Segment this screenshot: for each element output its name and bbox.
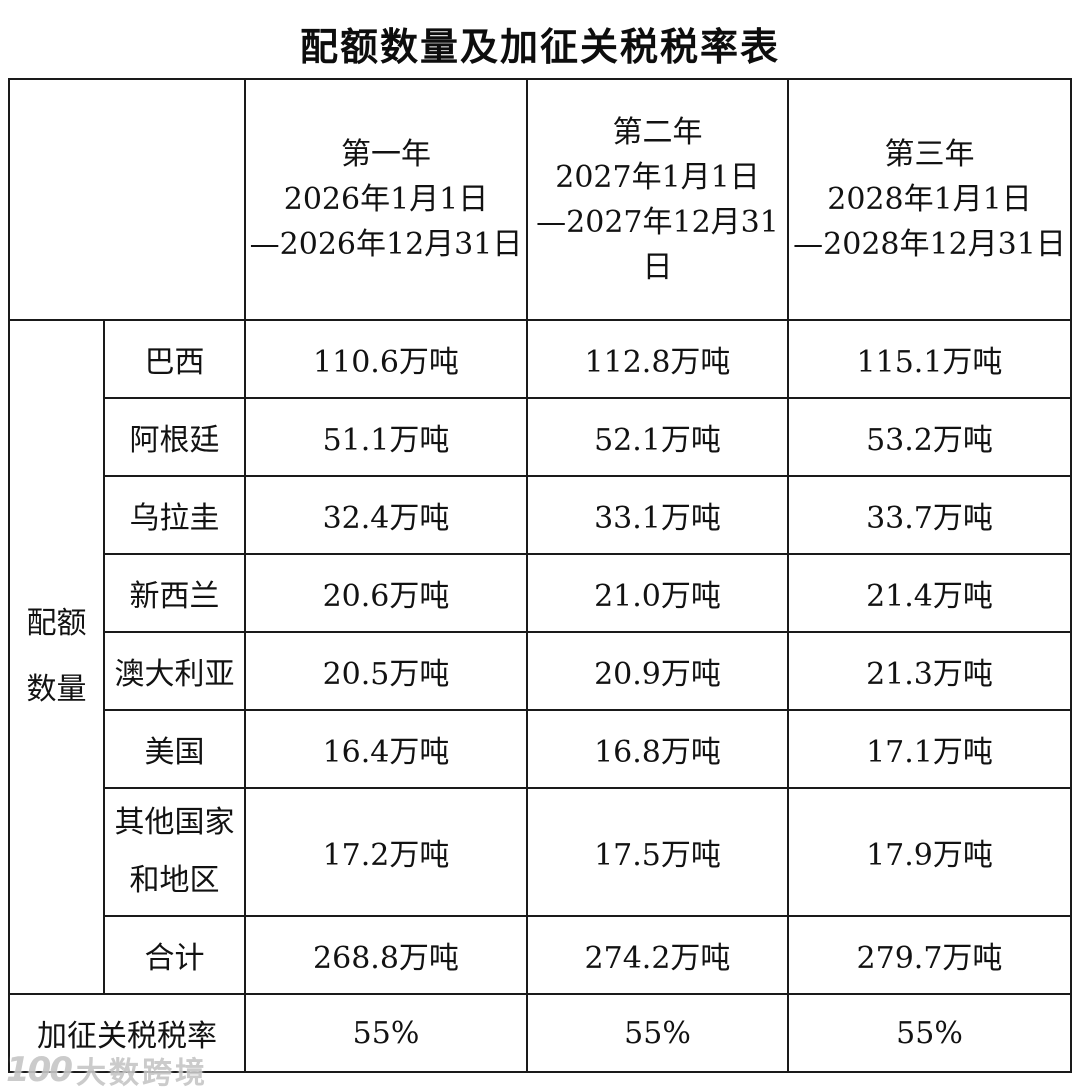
- value-cell-year1: 110.6万吨: [244, 319, 528, 399]
- country-cell: 乌拉圭: [103, 475, 246, 555]
- value-cell-year3: 33.7万吨: [787, 475, 1072, 555]
- table-row-total: 合计 268.8万吨 274.2万吨 279.7万吨: [9, 915, 1072, 995]
- value-cell-year2: 16.8万吨: [526, 709, 789, 789]
- value-cell-year2: 112.8万吨: [526, 319, 789, 399]
- page-title: 配额数量及加征关税税率表: [299, 25, 780, 69]
- value-cell-year1: 16.4万吨: [244, 709, 528, 789]
- value-cell-year1: 32.4万吨: [244, 475, 528, 555]
- country-cell: 其他国家 和地区: [103, 787, 246, 917]
- tariff-rate-label: 加征关税税率: [8, 993, 246, 1073]
- value-cell-year3: 21.3万吨: [787, 631, 1072, 711]
- table-row-australia: 澳大利亚 20.5万吨 20.9万吨 21.3万吨: [9, 631, 1072, 711]
- value-cell-year2: 274.2万吨: [526, 915, 789, 995]
- table-row-argentina: 阿根廷 51.1万吨 52.1万吨 53.2万吨: [9, 397, 1072, 477]
- value-cell-year1: 20.5万吨: [244, 631, 528, 711]
- country-cell: 澳大利亚: [103, 631, 246, 711]
- quota-group-label: 配额 数量: [8, 319, 105, 995]
- country-cell: 巴西: [103, 319, 246, 399]
- table-row-new-zealand: 新西兰 20.6万吨 21.0万吨 21.4万吨: [9, 553, 1072, 633]
- value-cell-year3: 53.2万吨: [787, 397, 1072, 477]
- table-row-brazil: 配额 数量 巴西 110.6万吨 112.8万吨 115.1万吨: [8, 319, 1072, 995]
- value-cell-year1: 51.1万吨: [244, 397, 528, 477]
- value-cell-year3: 21.4万吨: [787, 553, 1072, 633]
- table-row-usa: 美国 16.4万吨 16.8万吨 17.1万吨: [9, 709, 1072, 789]
- country-cell: 合计: [103, 915, 246, 995]
- header-year1-cell: 第一年 2026年1月1日 —2026年12月31日: [244, 78, 528, 321]
- quota-tariff-table: 第一年 2026年1月1日 —2026年12月31日 第二年 2027年1月1日…: [8, 78, 1072, 1073]
- table-header-row: 第一年 2026年1月1日 —2026年12月31日 第二年 2027年1月1日…: [8, 78, 1072, 321]
- value-cell-year3: 17.9万吨: [787, 787, 1072, 917]
- value-cell-year1: 20.6万吨: [244, 553, 528, 633]
- tariff-value-year3: 55%: [787, 993, 1072, 1073]
- value-cell-year3: 115.1万吨: [787, 319, 1072, 399]
- value-cell-year3: 279.7万吨: [787, 915, 1072, 995]
- table-row-uruguay: 乌拉圭 32.4万吨 33.1万吨 33.7万吨: [9, 475, 1072, 555]
- table-row-other-countries: 其他国家 和地区 17.2万吨 17.5万吨 17.9万吨: [9, 787, 1072, 917]
- country-cell: 新西兰: [103, 553, 246, 633]
- value-cell-year2: 17.5万吨: [526, 787, 789, 917]
- value-cell-year1: 268.8万吨: [244, 915, 528, 995]
- value-cell-year2: 20.9万吨: [526, 631, 789, 711]
- value-cell-year1: 17.2万吨: [244, 787, 528, 917]
- value-cell-year3: 17.1万吨: [787, 709, 1072, 789]
- tariff-value-year2: 55%: [526, 993, 789, 1073]
- country-cell: 阿根廷: [103, 397, 246, 477]
- tariff-value-year1: 55%: [244, 993, 528, 1073]
- value-cell-year2: 21.0万吨: [526, 553, 789, 633]
- header-corner-cell: [8, 78, 246, 321]
- header-year3-cell: 第三年 2028年1月1日 —2028年12月31日: [787, 78, 1072, 321]
- country-cell: 美国: [103, 709, 246, 789]
- value-cell-year2: 33.1万吨: [526, 475, 789, 555]
- value-cell-year2: 52.1万吨: [526, 397, 789, 477]
- header-year2-cell: 第二年 2027年1月1日 —2027年12月31 日: [526, 78, 789, 321]
- table-row-tariff-rate: 加征关税税率 55% 55% 55%: [8, 993, 1072, 1073]
